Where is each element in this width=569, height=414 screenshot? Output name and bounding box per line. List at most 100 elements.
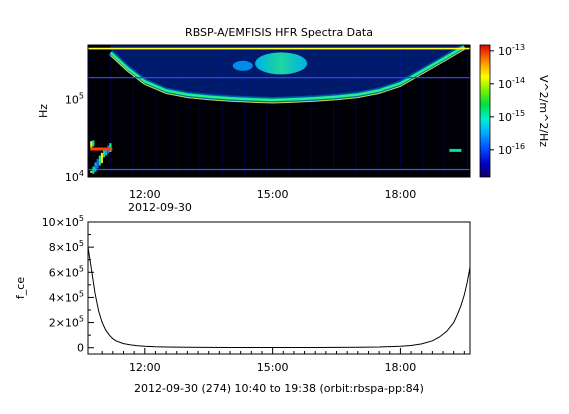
spectrogram-x-tick-label: 18:00: [385, 188, 417, 201]
spectrogram-noise-column: [244, 45, 245, 177]
colorbar-tick-label-exp: -13: [512, 43, 525, 52]
emission-blob-small: [232, 60, 253, 71]
spectrogram-noise-column: [419, 45, 421, 177]
spectrogram-noise-column: [288, 45, 290, 177]
spectrogram-noise-column: [250, 45, 252, 177]
spectrogram-noise-column: [221, 45, 223, 177]
spectrogram-noise-column: [205, 45, 207, 177]
spectrogram-noise-column: [170, 45, 172, 177]
spectrogram-noise-column: [301, 45, 303, 177]
spectrogram-noise-column: [259, 45, 261, 177]
spectrogram-noise-column: [100, 45, 102, 177]
low-frequency-burst: [100, 158, 103, 164]
spectrogram-noise-column: [237, 45, 239, 177]
colorbar: [479, 44, 491, 178]
spectrogram-noise-column: [279, 45, 280, 177]
spectrogram-noise-column: [454, 45, 456, 177]
spectrogram-noise-column: [142, 45, 144, 177]
spectrogram-noise-column: [91, 45, 93, 177]
spectrogram-noise-column: [234, 45, 236, 177]
low-frequency-burst: [94, 169, 97, 172]
fce-y-tick-label: 10×105: [42, 214, 84, 229]
fce-x-ticks: 12:00 15:00 18:00: [101, 348, 465, 374]
colorbar-tick-label-base: 10: [498, 144, 512, 157]
spectrogram-noise-column: [285, 45, 287, 177]
colorbar-tick-label-base: 10: [498, 111, 512, 124]
spectrogram-noise-column: [103, 45, 105, 177]
spectrogram-noise-column: [345, 45, 347, 177]
spectrogram-noise-column: [256, 45, 258, 177]
spectrogram-noise-column: [304, 45, 306, 177]
spectrogram-noise-column: [320, 45, 322, 177]
spectrogram-noise-column: [193, 45, 195, 177]
spectrogram-noise-column: [224, 45, 226, 177]
spectrogram-noise-column: [358, 45, 360, 177]
spectrogram-noise-column: [132, 45, 134, 177]
low-frequency-burst-hot: [90, 147, 113, 151]
fce-y-tick-label-base: 4×10: [49, 291, 79, 304]
low-frequency-burst: [100, 152, 103, 156]
low-frequency-burst: [92, 166, 95, 170]
spectrogram-noise-column: [390, 45, 392, 177]
fce-y-tick-label: 8×105: [49, 239, 84, 254]
spectrogram-noise-column: [352, 45, 354, 177]
spectrogram-noise-column: [409, 45, 411, 177]
spectrogram-x-tick-label: 12:00: [129, 188, 161, 201]
colorbar-tick-label: 10-16: [498, 142, 525, 157]
colorbar-tick-label-exp: -14: [512, 76, 525, 85]
spectrogram-noise-column: [151, 45, 153, 177]
spectrogram-noise-column: [447, 45, 449, 177]
spectrogram-noise-column: [457, 45, 459, 177]
spectrogram-noise-column: [396, 45, 398, 177]
colorbar-tick-label: 10-14: [498, 76, 525, 91]
spectrogram-noise-column: [173, 45, 175, 177]
spectrogram-noise-column: [282, 45, 284, 177]
spectrogram-noise-column: [361, 45, 363, 177]
spectrogram-x-ticks: 12:00 15:00 18:00: [101, 171, 465, 201]
spectrogram-noise-column: [164, 45, 166, 177]
spectrogram-noise-column: [460, 45, 462, 177]
upper-hybrid-band: [109, 45, 465, 102]
fce-x-label: 2012-09-30 (274) 10:40 to 19:38 (orbit:r…: [134, 382, 424, 395]
spectrogram-noise-column: [329, 45, 331, 177]
spectrogram-date-label: 2012-09-30: [128, 201, 192, 214]
spectrogram-noise-column: [202, 45, 204, 177]
spectrogram-content: [88, 45, 470, 177]
fce-x-tick-label: 18:00: [385, 361, 417, 374]
low-frequency-burst: [92, 141, 95, 147]
spectrogram-noise-column: [196, 45, 198, 177]
spectrogram-noise-column: [158, 45, 159, 177]
fce-y-tick-label-base: 8×10: [49, 241, 79, 254]
spectrogram-y-label: Hz: [37, 104, 50, 118]
spectrogram-noise-column: [129, 45, 131, 177]
spectrogram-noise-column: [231, 45, 233, 177]
spectrogram-noise-column: [438, 45, 440, 177]
spectrogram-noise-column: [253, 45, 255, 177]
spectrogram-noise-column: [380, 45, 382, 177]
spectrogram-y-tick-label: 105: [65, 91, 84, 106]
fce-x-tick-label: 12:00: [129, 361, 161, 374]
spectrogram-noise-column: [333, 45, 335, 177]
spectrogram-noise-column: [342, 45, 344, 177]
low-frequency-burst: [92, 168, 95, 174]
spectrogram-noise-column: [450, 45, 452, 177]
spectrogram-noise-column: [94, 45, 96, 177]
spectrogram-noise-column: [138, 45, 140, 177]
fce-plot-frame: [87, 221, 471, 355]
spectrogram-noise-column: [374, 45, 376, 177]
fce-y-tick-label-base: 2×10: [49, 317, 79, 330]
spectrogram-noise-column: [314, 45, 315, 177]
low-frequency-burst: [105, 152, 108, 156]
spectrogram-noise-column: [269, 45, 271, 177]
spectrogram-title: RBSP-A/EMFISIS HFR Spectra Data: [185, 26, 373, 39]
spectrogram-y-tick-label: 104: [65, 169, 84, 184]
spectrogram-noise-column: [336, 45, 338, 177]
spectrogram-noise-column: [294, 45, 296, 177]
spectrogram-noise-column: [371, 45, 373, 177]
colorbar-tick-label-base: 10: [498, 45, 512, 58]
right-burst: [449, 148, 462, 152]
low-frequency-burst: [90, 142, 93, 145]
spectrogram-noise-column: [126, 45, 128, 177]
spectrogram-y-tick-label-exp: 4: [79, 169, 84, 178]
